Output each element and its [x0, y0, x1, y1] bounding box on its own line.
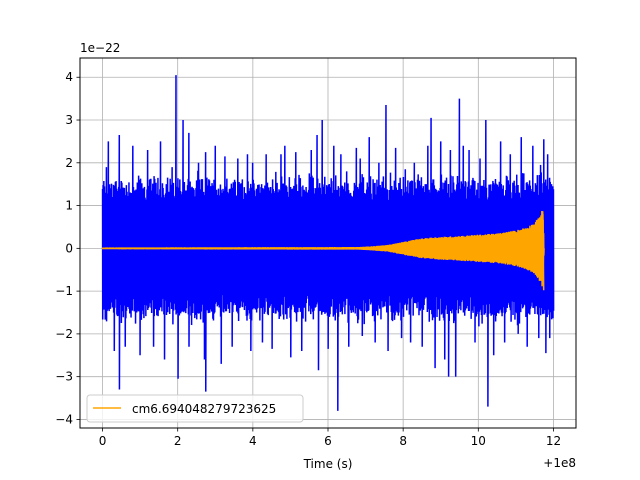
orange-chirp-series [101, 210, 545, 291]
y-tick-label: −1 [55, 284, 73, 298]
x-axis-label: Time (s) [303, 457, 353, 471]
x-tick-label: 6 [324, 434, 332, 448]
legend-box [86, 394, 304, 423]
x-tick-label: 2 [174, 434, 182, 448]
y-tick-label: 3 [65, 113, 73, 127]
legend: cm6.694048279723625 [86, 394, 304, 423]
x-offset-label: +1e8 [543, 456, 576, 470]
y-tick-label: −3 [55, 370, 73, 384]
y-tick-label: −2 [55, 327, 73, 341]
plot-area [101, 75, 555, 411]
y-tick-label: 4 [65, 70, 73, 84]
y-tick-label: 1 [65, 199, 73, 213]
x-tick-label: 0 [99, 434, 107, 448]
x-tick-label: 4 [249, 434, 257, 448]
y-tick-label: 2 [65, 156, 73, 170]
legend-label: cm6.694048279723625 [132, 402, 276, 416]
x-tick-label: 8 [399, 434, 407, 448]
y-tick-label: 0 [65, 241, 73, 255]
y-tick-label: −4 [55, 412, 73, 426]
x-tick-label: 10 [471, 434, 486, 448]
x-tick-label: 12 [546, 434, 561, 448]
y-scale-label: 1e−22 [80, 41, 120, 55]
